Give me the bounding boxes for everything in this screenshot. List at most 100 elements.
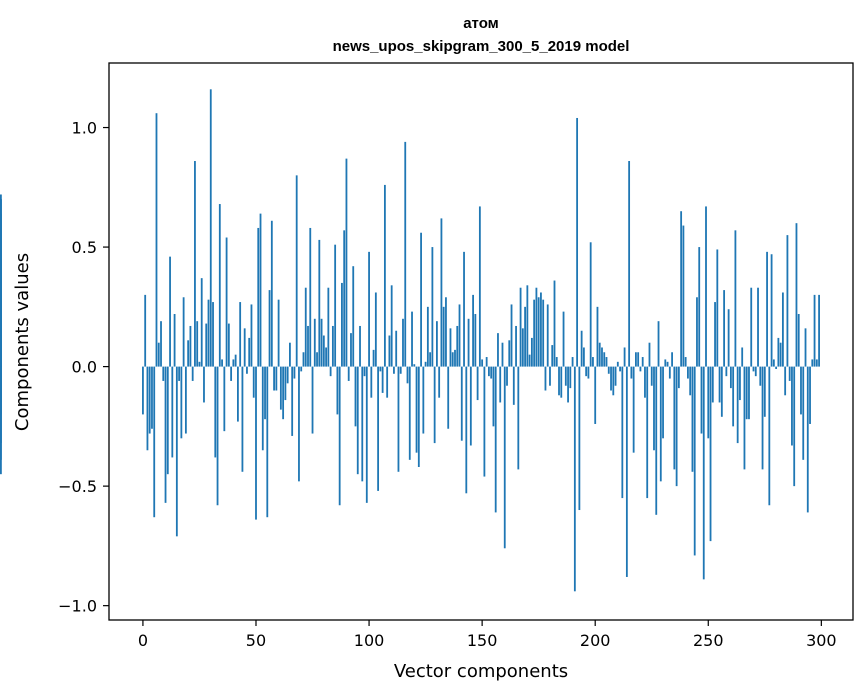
bar-72 xyxy=(304,287,307,367)
bar-151 xyxy=(483,366,486,477)
bar-201 xyxy=(596,306,599,367)
bar-117 xyxy=(406,366,409,384)
bar-112 xyxy=(395,330,398,367)
x-tick-label: 100 xyxy=(354,631,385,650)
bar-291 xyxy=(800,366,802,415)
bar-196 xyxy=(585,366,588,377)
bar-257 xyxy=(723,290,726,367)
bar-292 xyxy=(802,366,805,460)
bar-212 xyxy=(621,366,624,499)
bar-228 xyxy=(657,321,660,367)
bar-22 xyxy=(191,366,194,381)
bar-213 xyxy=(623,347,626,367)
bar-215 xyxy=(628,161,631,367)
y-tick-label: −1.0 xyxy=(58,597,97,616)
bar-251 xyxy=(709,366,712,542)
bar-18 xyxy=(182,297,185,367)
bar-252 xyxy=(711,366,714,403)
bar-62 xyxy=(282,366,285,420)
plot-frame xyxy=(108,62,854,621)
bar-120 xyxy=(413,364,416,367)
x-axis-label: Vector components xyxy=(394,661,568,682)
bar-123 xyxy=(420,232,422,367)
bar-106 xyxy=(381,366,384,393)
x-tick-label: 150 xyxy=(467,631,498,650)
bar-170 xyxy=(526,285,529,367)
bar-163 xyxy=(510,304,513,367)
bar-34 xyxy=(218,204,221,367)
bar-96 xyxy=(359,325,361,367)
bar-133 xyxy=(442,306,445,367)
bar-166 xyxy=(517,366,520,470)
bar-6 xyxy=(155,113,158,367)
bar-266 xyxy=(743,366,746,470)
bar-46 xyxy=(246,366,248,374)
bar-237 xyxy=(677,366,680,389)
bar-131 xyxy=(438,366,441,398)
bar-162 xyxy=(508,340,511,367)
bar-214 xyxy=(625,366,628,577)
bar-65 xyxy=(289,342,291,367)
bar-211 xyxy=(619,366,621,372)
bar-241 xyxy=(687,366,689,379)
bar-295 xyxy=(809,366,811,424)
bar-85 xyxy=(334,244,337,367)
x-tick-label: 50 xyxy=(246,631,266,650)
bar-121 xyxy=(415,366,418,453)
bar-259 xyxy=(727,309,730,367)
bar-11 xyxy=(166,366,169,475)
y-tick-label: −0.5 xyxy=(58,477,97,496)
bar-48 xyxy=(250,304,253,367)
bar-206 xyxy=(607,366,610,374)
bar-126 xyxy=(426,306,429,367)
bar-136 xyxy=(449,328,452,367)
bar-272 xyxy=(757,287,759,367)
bar-45 xyxy=(243,328,246,367)
bar-52 xyxy=(259,213,262,367)
bar-148 xyxy=(476,366,479,401)
bar-247 xyxy=(700,366,703,434)
bar-25 xyxy=(198,361,201,367)
bar-204 xyxy=(603,352,606,367)
bar-233 xyxy=(668,366,671,379)
bar-210 xyxy=(616,361,619,367)
bar-2 xyxy=(146,366,149,451)
bar-104 xyxy=(377,366,380,491)
bar-179 xyxy=(546,304,549,367)
bar-28 xyxy=(205,323,208,367)
bar-161 xyxy=(506,366,508,386)
bar-66 xyxy=(291,366,294,436)
bar-207 xyxy=(610,366,612,391)
bar-158 xyxy=(499,366,502,403)
bar-150 xyxy=(481,359,484,367)
bar-149 xyxy=(478,206,481,367)
bar-235 xyxy=(673,366,676,470)
bar-198 xyxy=(589,242,592,367)
bar-70 xyxy=(300,366,303,372)
chart-title: атом xyxy=(463,15,499,32)
bar-38 xyxy=(227,323,230,367)
bar-17 xyxy=(180,366,183,439)
bar-273 xyxy=(759,366,762,386)
bar-44 xyxy=(241,366,244,472)
y-axis-ticks: −1.0 −0.5 0.0 0.5 1.0 xyxy=(58,119,109,616)
bar-255 xyxy=(718,366,721,403)
bar-35 xyxy=(221,359,223,367)
bar-14 xyxy=(173,314,176,367)
bar-127 xyxy=(429,352,432,367)
bar-221 xyxy=(641,357,644,367)
bar-undefined xyxy=(0,366,2,475)
bar-278 xyxy=(770,254,773,367)
bar-23 xyxy=(194,161,196,367)
bar-180 xyxy=(549,366,551,386)
bar-30 xyxy=(209,89,212,367)
bar-244 xyxy=(693,366,696,556)
bar-91 xyxy=(347,366,350,381)
bar-220 xyxy=(639,366,642,372)
bar-192 xyxy=(576,117,579,367)
bar-108 xyxy=(386,366,389,398)
bar-299 xyxy=(818,294,820,367)
bar-100 xyxy=(368,251,370,367)
bar-64 xyxy=(286,366,289,384)
bar-175 xyxy=(537,297,540,367)
